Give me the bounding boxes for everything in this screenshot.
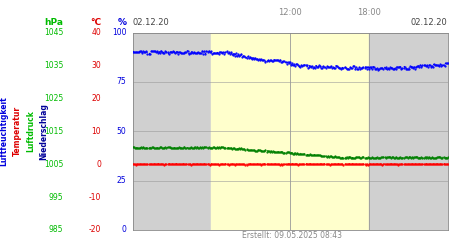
Text: 12:00: 12:00 [279, 8, 302, 17]
Text: Temperatur: Temperatur [13, 106, 22, 156]
Text: -10: -10 [89, 192, 101, 202]
Bar [133, 32, 212, 230]
Text: Luftfeuchtigkeit: Luftfeuchtigkeit [0, 96, 8, 166]
Text: 02.12.20: 02.12.20 [411, 18, 448, 26]
Text: 100: 100 [112, 28, 126, 37]
Text: Luftdruck: Luftdruck [26, 110, 35, 152]
Text: 1045: 1045 [44, 28, 63, 37]
Text: 995: 995 [49, 192, 63, 202]
Text: 75: 75 [117, 78, 126, 86]
Text: 30: 30 [91, 61, 101, 70]
Text: 1025: 1025 [44, 94, 63, 103]
Text: %: % [117, 18, 126, 26]
Text: 0: 0 [96, 160, 101, 169]
Text: Niederschlag: Niederschlag [40, 103, 49, 160]
Text: 1005: 1005 [44, 160, 63, 169]
Text: 10: 10 [92, 127, 101, 136]
Text: hPa: hPa [45, 18, 63, 26]
Text: -20: -20 [89, 226, 101, 234]
Text: 1015: 1015 [44, 127, 63, 136]
Text: 20: 20 [92, 94, 101, 103]
Text: 25: 25 [117, 176, 126, 185]
Text: 18:00: 18:00 [357, 8, 381, 17]
Bar [369, 32, 448, 230]
Text: °C: °C [90, 18, 101, 26]
Text: 0: 0 [122, 226, 126, 234]
Bar [212, 32, 369, 230]
Text: 40: 40 [91, 28, 101, 37]
Text: 02.12.20: 02.12.20 [133, 18, 170, 26]
Text: 50: 50 [117, 127, 126, 136]
Text: Erstellt: 09.05.2025 08:43: Erstellt: 09.05.2025 08:43 [243, 231, 342, 240]
Text: 985: 985 [49, 226, 63, 234]
Text: 1035: 1035 [44, 61, 63, 70]
